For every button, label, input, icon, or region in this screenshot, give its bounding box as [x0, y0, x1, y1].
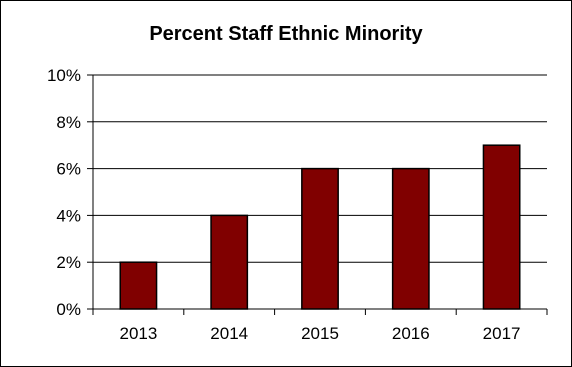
y-tick-label: 0%	[56, 300, 81, 319]
x-tick-label: 2014	[210, 324, 248, 343]
y-tick-label: 8%	[56, 113, 81, 132]
bars	[119, 144, 521, 310]
y-tick-label: 4%	[56, 206, 81, 225]
x-tick-label: 2017	[483, 324, 521, 343]
bar-2013	[119, 261, 158, 310]
y-tick-label: 2%	[56, 253, 81, 272]
tick-labels: 0% 2% 4% 6% 8% 10% 2013 2014 2015 2016 2017	[47, 66, 521, 343]
y-tick-label: 10%	[47, 66, 81, 85]
x-tick-label: 2016	[392, 324, 430, 343]
bar-2016	[391, 167, 430, 310]
bar-2017	[482, 144, 521, 310]
x-tick-label: 2015	[301, 324, 339, 343]
bar-2014	[210, 214, 249, 310]
y-tick-label: 6%	[56, 160, 81, 179]
x-tick-label: 2013	[119, 324, 157, 343]
axes	[87, 74, 548, 315]
bar-2015	[301, 167, 339, 310]
chart-title: Percent Staff Ethnic Minority	[149, 23, 423, 45]
